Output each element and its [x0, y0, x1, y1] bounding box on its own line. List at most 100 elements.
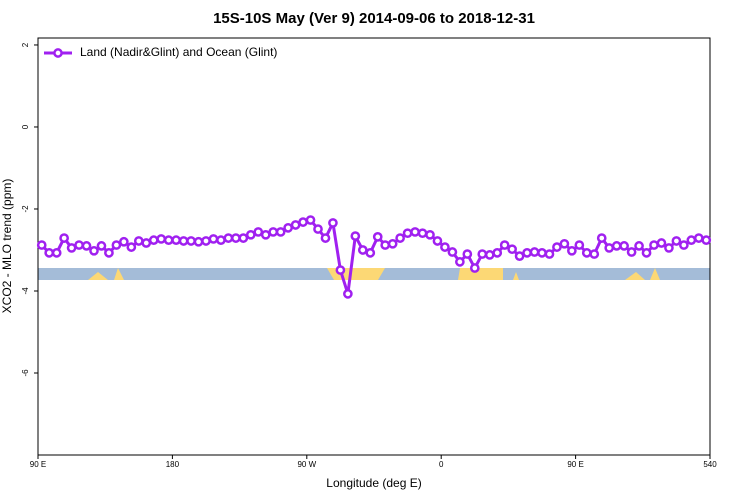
point: [357, 245, 368, 255]
point: [693, 233, 704, 243]
point: [641, 248, 652, 258]
point: [455, 257, 465, 267]
point: [96, 241, 107, 251]
point: [380, 240, 391, 250]
x-tick-label: 90 W: [297, 460, 316, 469]
point: [260, 229, 271, 240]
point: [231, 233, 241, 243]
point: [626, 247, 637, 257]
point: [425, 229, 435, 240]
y-tick-label: -2: [21, 205, 30, 213]
y-tick-label: -6: [21, 369, 30, 377]
point: [671, 236, 682, 246]
point: [537, 248, 547, 258]
point: [178, 236, 189, 246]
x-tick-label: 90 E: [567, 460, 583, 469]
point: [343, 289, 353, 299]
point: [604, 243, 615, 253]
x-tick-label: 180: [166, 460, 180, 469]
point: [81, 241, 92, 251]
point: [440, 242, 450, 252]
point: [574, 240, 585, 250]
point: [365, 248, 376, 258]
point: [619, 241, 629, 251]
point: [499, 240, 510, 250]
point: [395, 233, 405, 243]
point: [298, 217, 308, 227]
point: [350, 231, 361, 241]
land-ocean-strip: [38, 268, 710, 280]
point: [133, 236, 144, 246]
point: [656, 238, 667, 248]
point: [544, 249, 555, 259]
y-tick-label: -4: [21, 287, 30, 295]
point: [567, 245, 577, 256]
x-axis-label: Longitude (deg E): [326, 476, 421, 490]
point: [402, 228, 413, 239]
point: [581, 248, 592, 258]
x-tick-label: 90 E: [30, 460, 46, 469]
point: [119, 236, 129, 247]
point: [387, 238, 398, 249]
point: [283, 222, 293, 233]
point: [679, 240, 689, 250]
point: [208, 234, 219, 244]
point: [372, 232, 383, 242]
point: [313, 224, 323, 234]
point: [484, 250, 495, 260]
point: [148, 235, 159, 245]
x-tick-label: 540: [703, 460, 717, 469]
point: [701, 235, 712, 245]
point: [74, 240, 84, 250]
point: [36, 240, 47, 250]
point: [522, 248, 532, 258]
point: [335, 265, 346, 275]
point: [238, 233, 249, 243]
point: [664, 243, 674, 253]
point: [275, 227, 286, 237]
point: [141, 238, 152, 248]
point: [417, 228, 428, 239]
point: [104, 248, 114, 258]
point: [290, 220, 301, 230]
y-axis-label: XCO2 - MLO trend (ppm): [0, 179, 14, 314]
point: [507, 244, 517, 255]
y-tick-label: 2: [21, 42, 30, 47]
point: [320, 233, 331, 243]
point: [305, 215, 316, 225]
point: [223, 233, 234, 243]
point: [469, 263, 480, 273]
point: [245, 229, 256, 240]
point: [649, 240, 659, 250]
point: [596, 233, 607, 243]
point: [634, 241, 644, 251]
point: [66, 243, 77, 253]
point: [216, 235, 226, 245]
point: [559, 238, 570, 249]
point: [589, 249, 600, 259]
point: [686, 235, 697, 245]
point: [492, 248, 503, 258]
point: [552, 242, 562, 252]
chart-title: 15S-10S May (Ver 9) 2014-09-06 to 2018-1…: [213, 10, 535, 27]
point: [156, 234, 167, 244]
point: [477, 249, 488, 259]
point: [89, 245, 99, 256]
point: [44, 248, 55, 258]
point: [514, 251, 525, 261]
legend-marker: [53, 48, 63, 58]
point: [462, 249, 473, 259]
point: [201, 236, 211, 246]
point: [171, 235, 181, 245]
point: [111, 240, 122, 250]
point: [186, 236, 196, 246]
point: [328, 218, 338, 228]
point: [410, 227, 420, 237]
point: [193, 236, 204, 247]
point: [59, 233, 69, 243]
series-line: [40, 218, 707, 295]
point: [253, 227, 264, 237]
x-tick-label: 0: [439, 460, 444, 469]
point: [268, 227, 279, 237]
